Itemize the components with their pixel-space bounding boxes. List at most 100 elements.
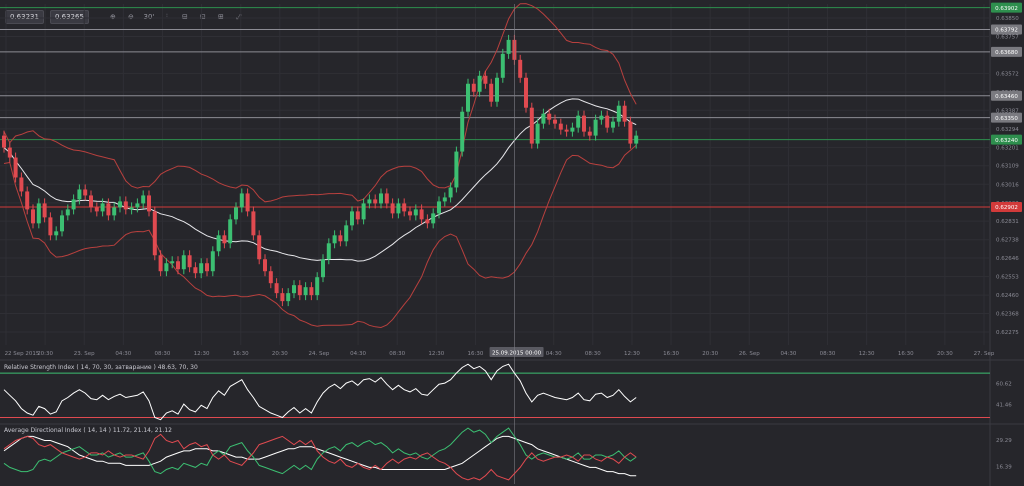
- candle-body: [48, 217, 53, 236]
- time-tick-label: 20:30: [937, 351, 953, 357]
- price-tick-label: 0.62646: [996, 256, 1019, 262]
- time-tick-label: 04:30: [115, 351, 131, 357]
- chart-toolbar: 0.63231 0.63265 ⊕ ⊖ 30' ⫶ ⊟ ⊡ ⊞ ⤢: [5, 9, 245, 25]
- candle-body: [628, 121, 633, 144]
- time-tick-label: 16:30: [233, 351, 249, 357]
- time-tick-label: 08:30: [389, 351, 405, 357]
- bid-quote[interactable]: 0.63231: [5, 10, 44, 24]
- settings-icon[interactable]: ⊞: [217, 13, 224, 21]
- price-level-badge: [991, 46, 1022, 57]
- candle-body: [170, 261, 175, 264]
- candle-body: [373, 199, 378, 204]
- price-tick-label: 0.63850: [996, 16, 1019, 22]
- price-tick-label: 0.63294: [996, 127, 1019, 133]
- price-level-badge: [991, 90, 1022, 101]
- candle-body: [25, 191, 30, 210]
- adx-tick-label: 16.39: [996, 465, 1012, 471]
- candle-body: [616, 105, 621, 122]
- candle-body: [495, 77, 499, 102]
- candle-body: [355, 211, 360, 220]
- candle-body: [205, 263, 209, 272]
- candle-body: [396, 203, 401, 214]
- candle-body: [529, 107, 534, 144]
- price-level-label: 0.63350: [995, 116, 1018, 122]
- snapshot-icon[interactable]: ⊡: [199, 13, 206, 21]
- candle-body: [321, 259, 325, 278]
- candle-body: [19, 177, 24, 192]
- candle-body: [274, 283, 279, 294]
- candle-body: [263, 259, 267, 272]
- timeframe-icon[interactable]: 30': [143, 13, 155, 21]
- candle-body: [425, 219, 430, 224]
- candle-body: [326, 243, 331, 260]
- time-tick-label: 22 Sep 2015: [5, 351, 40, 357]
- price-tick-label: 0.63109: [996, 164, 1019, 170]
- candle-body: [112, 207, 117, 216]
- candle-body: [164, 263, 169, 272]
- candle-body: [587, 131, 592, 136]
- price-level-label: 0.63240: [995, 138, 1018, 144]
- zoom-out-icon[interactable]: ⊖: [127, 13, 134, 21]
- ask-quote[interactable]: 0.63265: [49, 10, 89, 24]
- time-tick-label: 20:30: [272, 351, 288, 357]
- price-level-badge: [991, 112, 1022, 123]
- candle-body: [7, 147, 12, 158]
- candle-body: [297, 285, 302, 296]
- candle-body: [158, 255, 163, 272]
- candle-body: [344, 225, 349, 242]
- plus-di-line: [3, 427, 637, 475]
- candle-body: [576, 115, 581, 128]
- candle-body: [390, 203, 395, 214]
- candle-body: [123, 201, 128, 210]
- candle-body: [384, 193, 389, 204]
- candle-body: [564, 129, 569, 132]
- time-tick-label: 04:30: [546, 351, 562, 357]
- candle-body: [147, 195, 151, 212]
- candle-body: [448, 187, 453, 198]
- bollinger-lower-band: [3, 144, 637, 329]
- candle-body: [135, 203, 140, 208]
- candle-body: [187, 255, 192, 268]
- time-tick-label: 04:30: [350, 351, 366, 357]
- time-tick-label: 08:30: [155, 351, 171, 357]
- candle-body: [100, 203, 105, 212]
- candle-body: [367, 199, 372, 204]
- candle-body: [471, 83, 476, 92]
- price-level-badge: [991, 2, 1022, 13]
- candle-body: [54, 231, 59, 236]
- candle-body: [245, 193, 250, 212]
- candle-body: [454, 151, 459, 188]
- adx-line: [3, 435, 637, 477]
- zoom-in-icon[interactable]: ⊕: [109, 13, 116, 21]
- candle-body: [419, 209, 424, 220]
- sma-line: [3, 98, 637, 262]
- candle-body: [89, 195, 93, 208]
- rsi-tick-label: 41.46: [996, 403, 1012, 409]
- fullscreen-icon[interactable]: ⤢: [236, 12, 242, 21]
- candle-body: [315, 277, 320, 296]
- price-tick-label: 0.62738: [996, 238, 1019, 244]
- drawing-tools-icon[interactable]: ⊟: [181, 13, 188, 21]
- candle-body: [193, 267, 198, 274]
- adx-title: Average Directional Index ( 14, 14 ) 11.…: [4, 427, 172, 434]
- candle-body: [234, 207, 238, 220]
- time-tick-label: 08:30: [820, 351, 836, 357]
- rsi-line: [3, 363, 637, 421]
- candle-body: [42, 203, 47, 218]
- candle-body: [506, 39, 511, 54]
- time-tick-label: 27. Sep: [974, 351, 995, 357]
- candle-body: [558, 123, 563, 130]
- time-tick-label: 12:30: [624, 351, 640, 357]
- candle-body: [141, 195, 146, 204]
- candle-body: [210, 251, 215, 272]
- candle-body: [489, 83, 494, 102]
- candle-body: [199, 263, 204, 274]
- candle-body: [541, 113, 546, 124]
- candle-body: [94, 207, 99, 212]
- indicators-icon[interactable]: ⫶: [166, 12, 168, 21]
- candle-body: [332, 235, 337, 244]
- price-tick-label: 0.63572: [996, 71, 1019, 77]
- adx-tick-label: 29.29: [996, 438, 1012, 444]
- time-tick-label: 16:30: [468, 351, 484, 357]
